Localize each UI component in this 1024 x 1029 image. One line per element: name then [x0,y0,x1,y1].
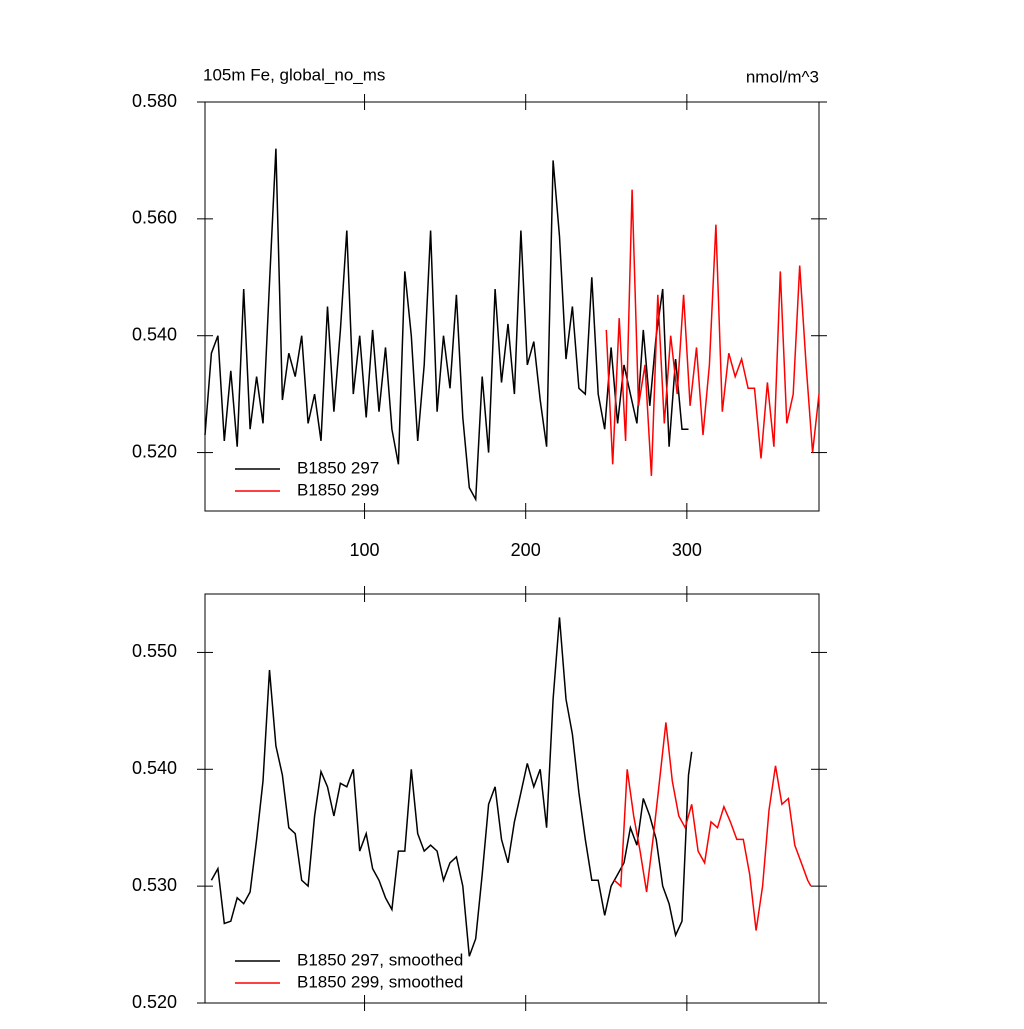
x-tick-label: 300 [672,540,702,560]
plot-frame [204,101,820,512]
y-tick-label: 0.560 [132,208,177,228]
data-line [204,148,689,502]
legend-label: B1850 297 [297,458,379,477]
plot-frame [204,593,820,1004]
units-label: nmol/m^3 [746,67,819,86]
chart-title: 105m Fe, global_no_ms [203,65,385,84]
data-line [210,617,693,957]
data-line [613,722,812,931]
data-line [605,189,820,476]
y-tick-label: 0.550 [132,641,177,661]
y-tick-label: 0.530 [132,875,177,895]
y-tick-label: 0.520 [132,441,177,461]
y-tick-label: 0.540 [132,324,177,344]
legend-label: B1850 297, smoothed [297,950,463,969]
legend-label: B1850 299 [297,480,379,499]
y-tick-label: 0.540 [132,758,177,778]
legend-label: B1850 299, smoothed [297,972,463,991]
x-tick-label: 100 [350,540,380,560]
y-tick-label: 0.520 [132,992,177,1012]
x-tick-label: 200 [511,540,541,560]
y-tick-label: 0.580 [132,91,177,111]
